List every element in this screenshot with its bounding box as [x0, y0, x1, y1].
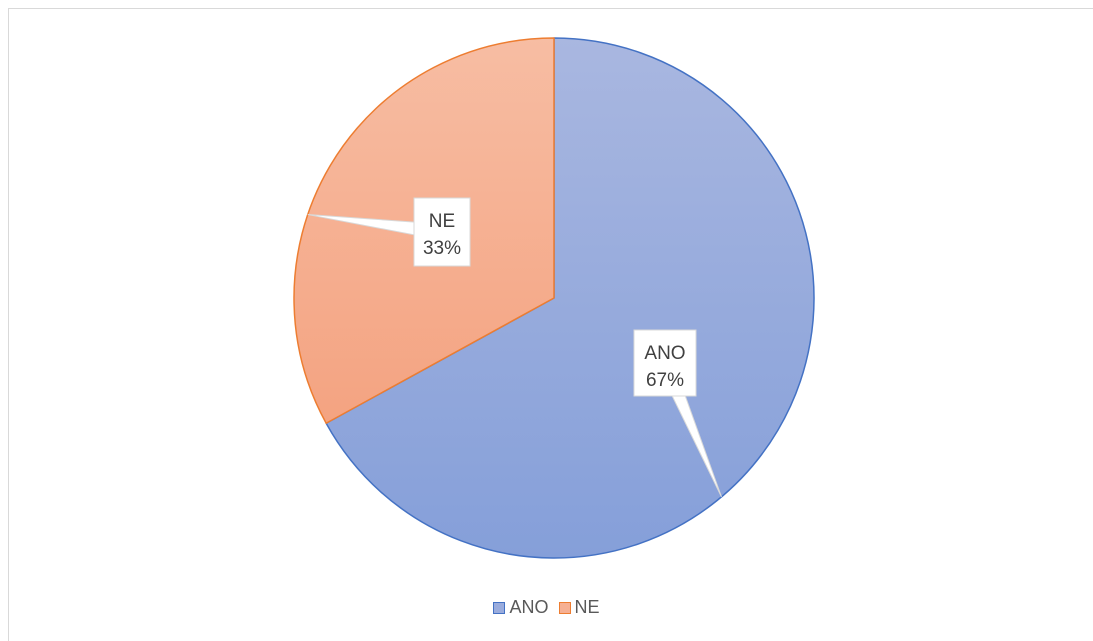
legend-swatch-ano — [493, 601, 506, 614]
legend-swatch-ne — [558, 601, 571, 614]
legend-label-ano: ANO — [509, 597, 549, 617]
legend-item-ano: ANO — [493, 597, 549, 618]
legend-item-ne: NE — [558, 597, 600, 618]
chart-legend: ANO NE — [0, 597, 1093, 618]
legend-label-ne: NE — [574, 597, 600, 617]
data-label-percent-ano: 67% — [646, 370, 684, 391]
data-label-percent-ne: 33% — [423, 238, 461, 259]
data-label-box-ne — [413, 197, 471, 267]
data-label-category-ne: NE — [429, 211, 455, 232]
data-label-category-ano: ANO — [644, 343, 685, 364]
data-label-box-ano — [633, 329, 697, 397]
